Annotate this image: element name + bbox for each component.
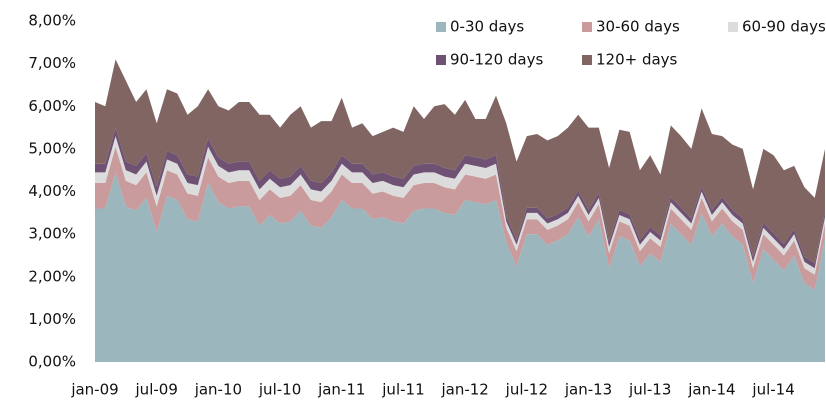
legend-swatch	[582, 22, 592, 32]
x-tick-label: jul-12	[505, 381, 548, 399]
legend-label: 30-60 days	[596, 18, 680, 36]
legend-label: 90-120 days	[450, 51, 543, 69]
legend-swatch	[436, 22, 446, 32]
y-tick-label: 5,00%	[28, 139, 76, 157]
area	[95, 172, 825, 362]
area	[95, 59, 825, 264]
y-tick-label: 4,00%	[28, 182, 76, 200]
x-tick-label: jul-14	[751, 381, 794, 399]
y-tick-label: 0,00%	[28, 353, 76, 371]
x-tick-label: jul-13	[628, 381, 671, 399]
x-tick-label: jul-10	[258, 381, 301, 399]
x-tick-label: jul-09	[135, 381, 178, 399]
y-tick-label: 6,00%	[28, 97, 76, 115]
y-tick-label: 2,00%	[28, 267, 76, 285]
area	[95, 146, 825, 290]
legend-swatch	[436, 55, 446, 65]
y-tick-label: 8,00%	[28, 12, 76, 30]
legend-label: 60-90 days	[742, 18, 826, 36]
y-tick-label: 1,00%	[28, 310, 76, 328]
y-tick-label: 3,00%	[28, 225, 76, 243]
x-tick-label: jan-12	[440, 381, 488, 399]
x-tick-label: jan-14	[687, 381, 735, 399]
x-tick-label: jan-13	[564, 381, 612, 399]
area	[95, 127, 825, 269]
x-tick-label: jul-11	[381, 381, 424, 399]
legend-swatch	[728, 22, 738, 32]
x-tick-label: jan-11	[317, 381, 365, 399]
y-tick-label: 7,00%	[28, 54, 76, 72]
legend-label: 120+ days	[596, 51, 678, 69]
x-tick-label: jan-09	[70, 381, 118, 399]
legend-swatch	[582, 55, 592, 65]
area	[95, 136, 825, 275]
legend-label: 0-30 days	[450, 18, 524, 36]
x-tick-label: jan-10	[194, 381, 242, 399]
